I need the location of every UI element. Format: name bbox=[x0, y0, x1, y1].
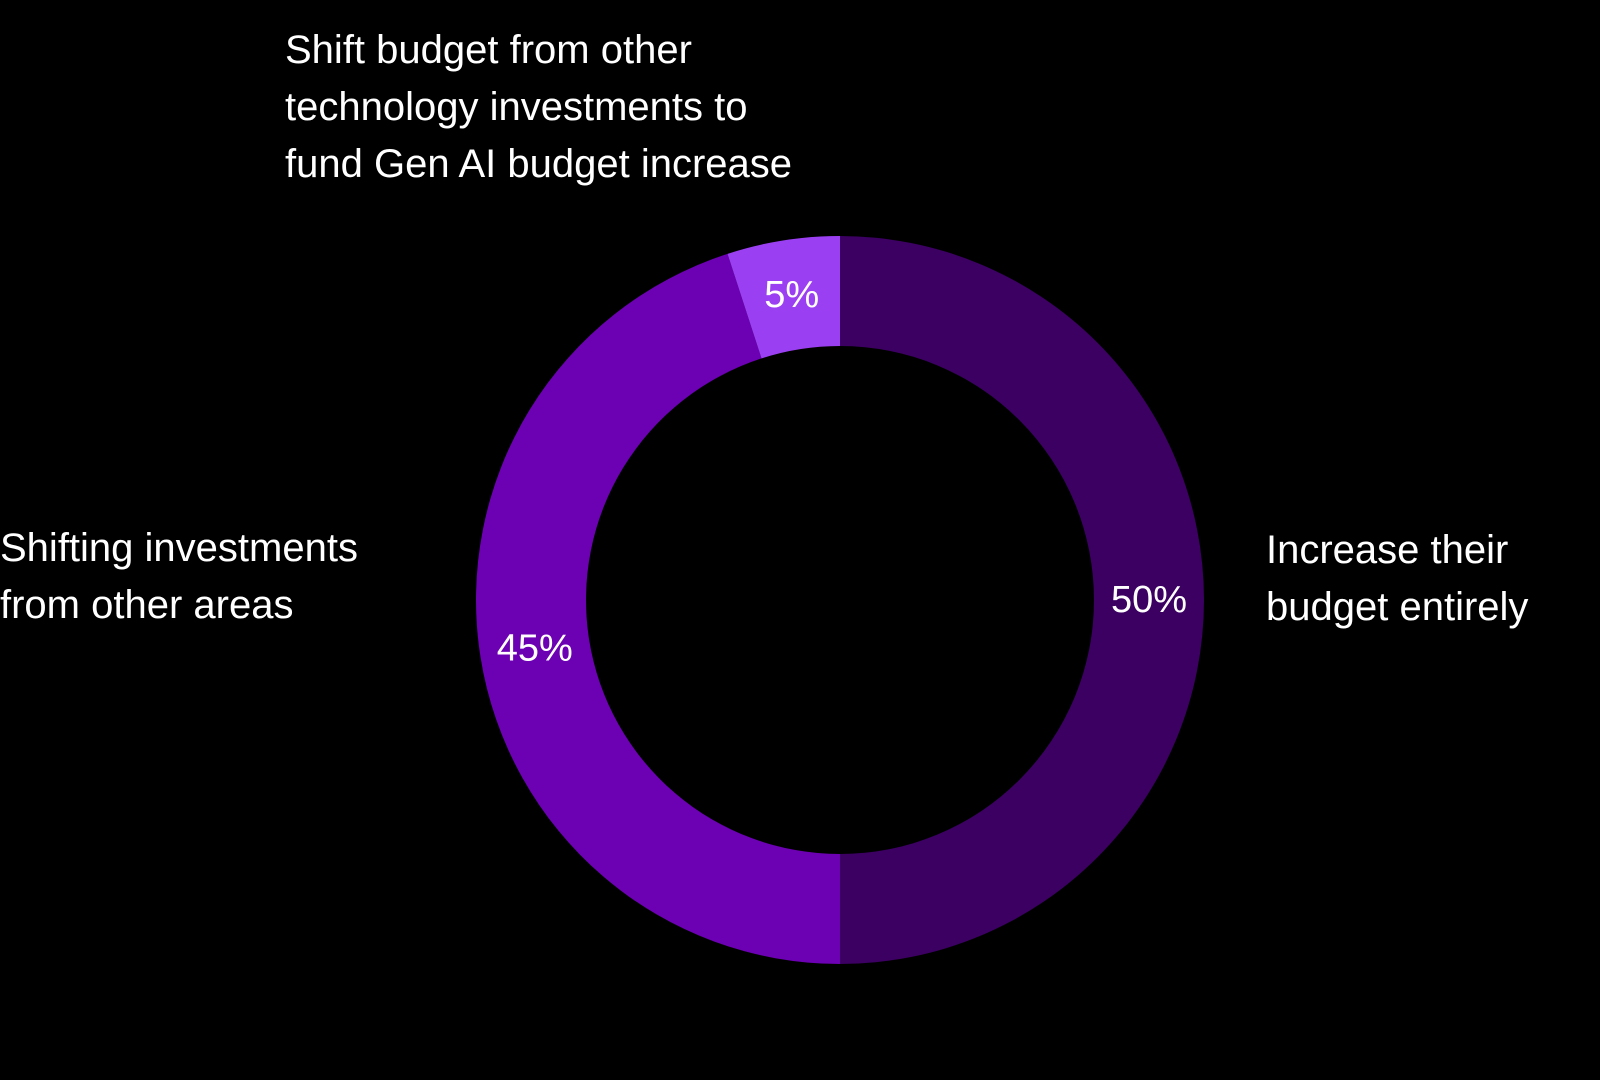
donut-slice-shifting-investments bbox=[476, 253, 840, 964]
donut-slice-increase-budget bbox=[840, 236, 1204, 964]
slice-label-increase-budget: Increase their budget entirely bbox=[1266, 528, 1529, 629]
donut-slices bbox=[476, 236, 1204, 964]
value-label-shifting-investments: 45% bbox=[497, 627, 573, 669]
slice-label-shift-budget: Shift budget from other technology inves… bbox=[285, 28, 793, 186]
donut-slice-shift-budget bbox=[727, 236, 840, 359]
value-label-shift-budget: 5% bbox=[764, 274, 819, 316]
slice-label-shifting-investments: Shifting investments from other areas bbox=[0, 526, 358, 627]
donut-value-labels: 50% 45% 5% bbox=[497, 274, 1187, 670]
value-label-increase-budget: 50% bbox=[1111, 579, 1187, 621]
